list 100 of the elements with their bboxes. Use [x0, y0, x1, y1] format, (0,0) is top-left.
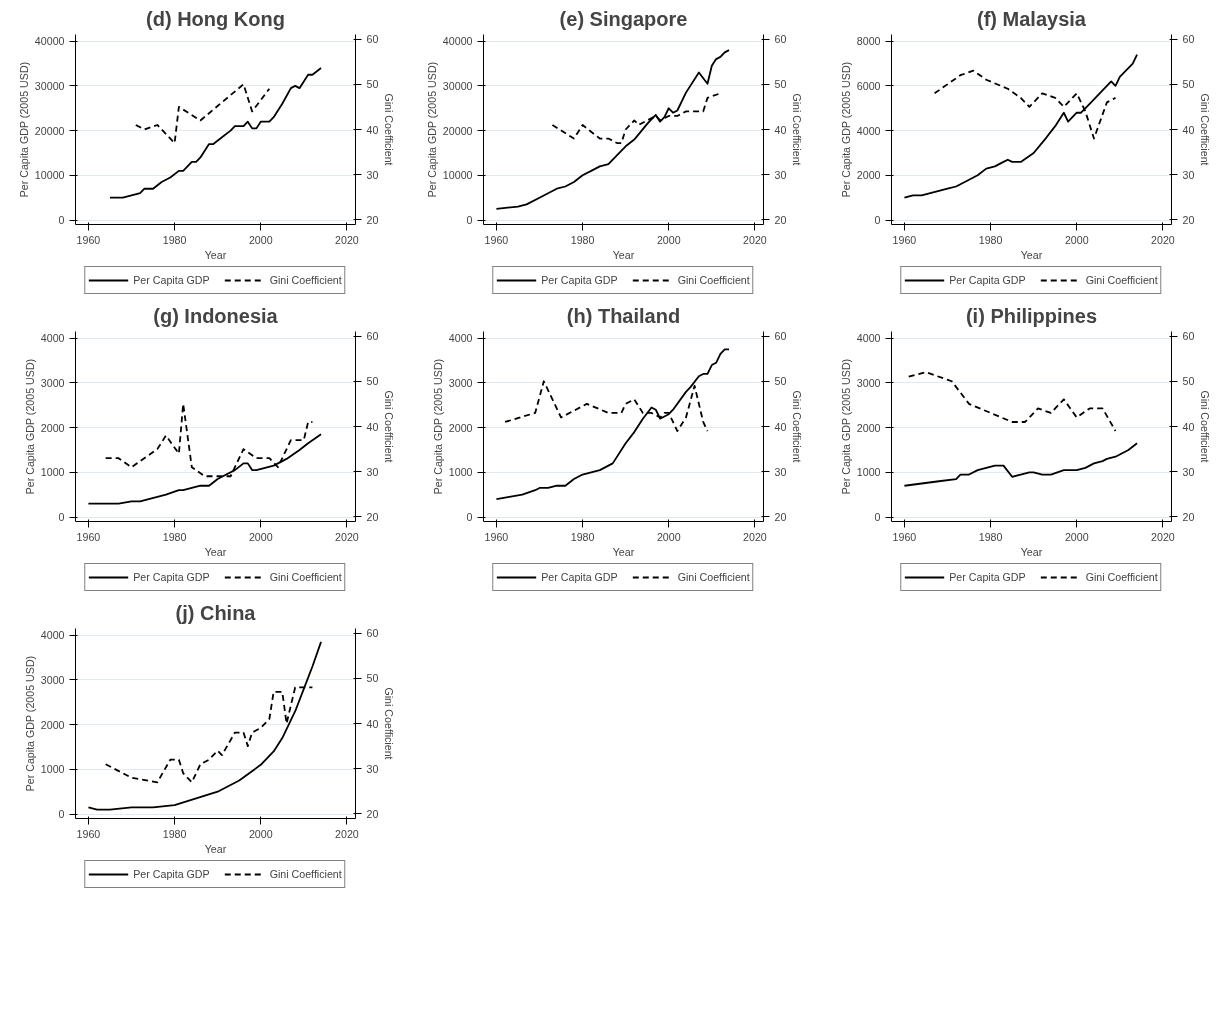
- y-axis-title: Per Capita GDP (2005 USD): [425, 61, 438, 198]
- y2-tick-label: 20: [366, 807, 379, 820]
- y-axis-title: Per Capita GDP (2005 USD): [23, 655, 36, 792]
- x-tick-label: 2020: [743, 233, 767, 246]
- y-tick-label: 40000: [34, 35, 65, 48]
- y-tick-label: 4000: [40, 332, 65, 345]
- y-tick-label: 10000: [442, 169, 473, 182]
- x-tick-label: 2000: [248, 530, 273, 543]
- y-tick-label: 4000: [40, 629, 65, 642]
- y-tick-label: 0: [58, 511, 65, 524]
- y2-tick-label: 60: [1182, 33, 1195, 46]
- y2-tick-label: 40: [1182, 420, 1195, 433]
- y-tick-label: 1000: [40, 466, 65, 479]
- y-tick-label: 30000: [442, 79, 473, 92]
- y-tick-label: 1000: [40, 763, 65, 776]
- y2-tick-label: 30: [366, 465, 379, 478]
- legend-label: Per Capita GDP: [541, 571, 618, 583]
- legend-label: Per Capita GDP: [133, 571, 210, 583]
- x-tick-label: 1960: [484, 530, 509, 543]
- x-axis-title: Year: [204, 545, 227, 558]
- x-tick-label: 2020: [1151, 530, 1175, 543]
- line-series: [504, 380, 709, 432]
- y2-tick-label: 20: [366, 213, 379, 226]
- line-series: [109, 67, 322, 199]
- y2-tick-label: 50: [366, 375, 379, 388]
- y-tick-label: 3000: [40, 673, 65, 686]
- x-tick-label: 2020: [335, 530, 359, 543]
- chart-title: (j) China: [175, 601, 257, 624]
- x-tick-label: 1960: [76, 233, 101, 246]
- x-tick-label: 1960: [76, 530, 101, 543]
- y2-tick-label: 60: [774, 33, 787, 46]
- x-axis-title: Year: [204, 248, 227, 261]
- line-series: [903, 53, 1138, 199]
- legend-label: Gini Coefficient: [1085, 571, 1158, 583]
- y2-tick-label: 20: [774, 213, 787, 226]
- y-tick-label: 2000: [448, 421, 473, 434]
- x-tick-label: 1980: [162, 530, 187, 543]
- x-tick-label: 1980: [570, 530, 595, 543]
- y-tick-label: 3000: [856, 376, 881, 389]
- y2-axis-title: Gini Coefficient: [383, 687, 396, 760]
- y2-axis-title: Gini Coefficient: [1199, 390, 1212, 463]
- y2-tick-label: 20: [1182, 213, 1195, 226]
- x-tick-label: 1980: [162, 827, 187, 840]
- x-tick-label: 2000: [656, 233, 681, 246]
- x-axis-title: Year: [612, 248, 635, 261]
- y2-axis-title: Gini Coefficient: [383, 390, 396, 463]
- x-tick-label: 2020: [1151, 233, 1175, 246]
- chart-title: (h) Thailand: [566, 304, 681, 327]
- y-tick-label: 3000: [40, 376, 65, 389]
- line-series: [551, 92, 722, 144]
- y2-tick-label: 30: [366, 762, 379, 775]
- y2-tick-label: 30: [774, 465, 787, 478]
- y-tick-label: 0: [874, 214, 881, 227]
- y2-axis-title: Gini Coefficient: [791, 390, 804, 463]
- line-series: [87, 641, 322, 811]
- x-axis-title: Year: [1020, 248, 1043, 261]
- y2-tick-label: 30: [1182, 465, 1195, 478]
- y2-tick-label: 40: [774, 420, 787, 433]
- x-tick-label: 2000: [656, 530, 681, 543]
- y2-tick-label: 50: [774, 78, 787, 91]
- legend-label: Per Capita GDP: [133, 868, 210, 880]
- y2-tick-label: 50: [774, 375, 787, 388]
- x-axis-title: Year: [204, 842, 227, 855]
- y2-axis-title: Gini Coefficient: [791, 93, 804, 166]
- x-tick-label: 1960: [892, 233, 917, 246]
- legend-label: Gini Coefficient: [269, 274, 342, 286]
- y-axis-title: Per Capita GDP (2005 USD): [839, 358, 852, 495]
- y2-tick-label: 30: [1182, 168, 1195, 181]
- y-tick-label: 20000: [34, 124, 65, 137]
- legend-label: Per Capita GDP: [949, 571, 1026, 583]
- x-tick-label: 1980: [162, 233, 187, 246]
- y2-tick-label: 50: [1182, 375, 1195, 388]
- x-tick-label: 1960: [484, 233, 509, 246]
- y2-tick-label: 20: [366, 510, 379, 523]
- line-series: [495, 49, 730, 210]
- y2-axis-title: Gini Coefficient: [1199, 93, 1212, 166]
- y-axis-title: Per Capita GDP (2005 USD): [17, 61, 30, 198]
- y-tick-label: 4000: [448, 332, 473, 345]
- y2-tick-label: 20: [1182, 510, 1195, 523]
- legend-label: Gini Coefficient: [677, 571, 750, 583]
- y2-tick-label: 30: [774, 168, 787, 181]
- x-tick-label: 1960: [892, 530, 917, 543]
- y2-tick-label: 60: [366, 330, 379, 343]
- x-tick-label: 2000: [1064, 233, 1089, 246]
- y2-axis-title: Gini Coefficient: [383, 93, 396, 166]
- y-tick-label: 10000: [34, 169, 65, 182]
- line-series: [104, 686, 314, 784]
- chart-title: (g) Indonesia: [153, 304, 279, 327]
- y-tick-label: 20000: [442, 124, 473, 137]
- x-tick-label: 1980: [978, 233, 1003, 246]
- y-tick-label: 0: [874, 511, 881, 524]
- line-series: [903, 442, 1138, 487]
- y2-tick-label: 60: [366, 33, 379, 46]
- line-series: [134, 83, 271, 144]
- legend-label: Gini Coefficient: [269, 868, 342, 880]
- y-tick-label: 2000: [856, 169, 881, 182]
- y2-tick-label: 40: [366, 420, 379, 433]
- y-tick-label: 8000: [856, 35, 881, 48]
- y2-tick-label: 40: [366, 123, 379, 136]
- y2-tick-label: 40: [366, 717, 379, 730]
